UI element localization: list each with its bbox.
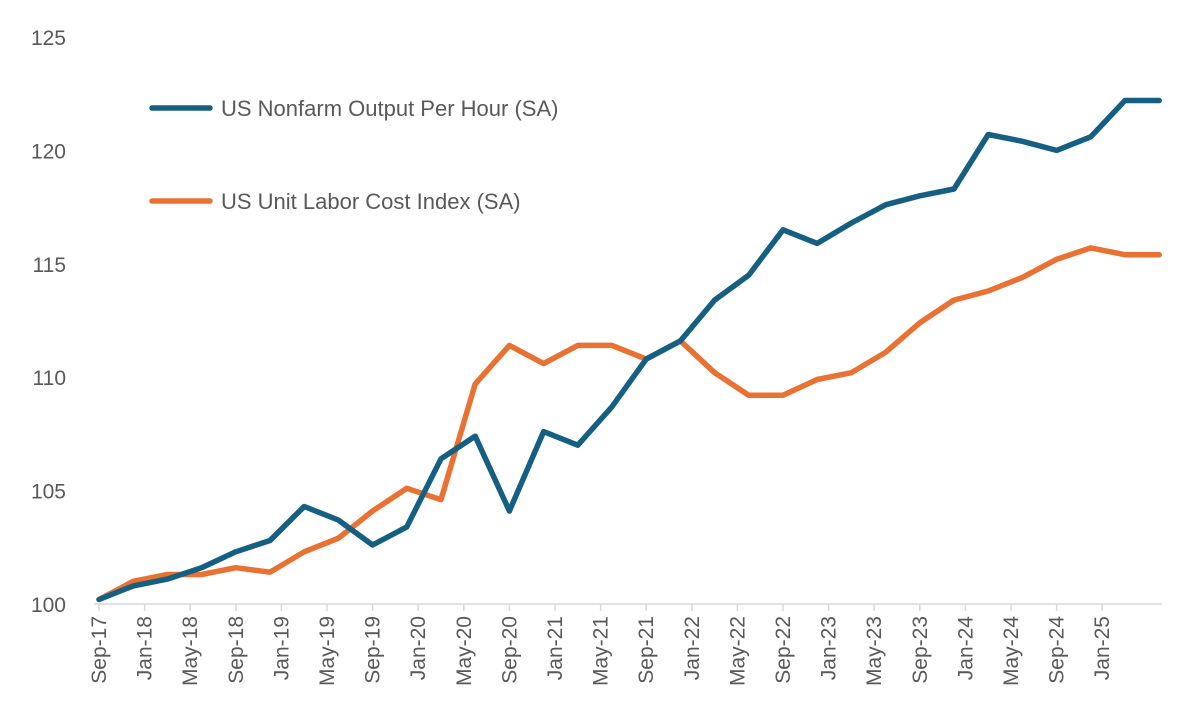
x-tick-label: Jan-25 (1091, 616, 1114, 680)
x-tick-label: Jan-23 (818, 616, 841, 680)
y-tick-label: 115 (33, 254, 66, 277)
y-tick-label: 125 (31, 27, 66, 50)
x-tick-label: Sep-21 (635, 616, 658, 684)
x-tick-label: May-18 (179, 616, 202, 686)
x-tick-label: Sep-24 (1046, 616, 1069, 684)
x-tick-label: Jan-22 (681, 616, 704, 680)
x-tick-label: Jan-21 (544, 616, 567, 680)
x-tick-label: May-24 (1000, 616, 1023, 686)
y-axis-tick-labels: 100 105 110 115 120 125 (31, 27, 66, 617)
x-tick-label: Jan-20 (407, 616, 430, 680)
x-tick-label: Sep-23 (909, 616, 932, 684)
y-tick-label: 110 (33, 367, 66, 390)
x-tick-label: May-23 (863, 616, 886, 686)
x-tick-label: Sep-20 (498, 616, 521, 684)
x-tick-label: Sep-22 (772, 616, 795, 684)
y-tick-label: 105 (31, 481, 66, 504)
x-tick-label: Jan-24 (954, 616, 977, 681)
x-tick-label: Jan-19 (270, 616, 293, 680)
x-tick-label: Sep-18 (225, 616, 248, 684)
legend: US Nonfarm Output Per Hour (SA) US Unit L… (149, 96, 558, 214)
x-axis (94, 603, 1162, 611)
y-tick-label: 100 (31, 594, 66, 617)
x-axis-tick-labels: Sep-17 Jan-18 May-18 Sep-18 Jan-19 May-19 Sep-… (88, 616, 1114, 686)
x-tick-label: Jan-18 (134, 616, 157, 680)
legend-label: US Unit Labor Cost Index (SA) (221, 189, 521, 214)
legend-label: US Nonfarm Output Per Hour (SA) (221, 96, 558, 121)
series-line-2 (96, 245, 1162, 603)
x-tick-label: May-22 (726, 616, 749, 686)
x-tick-label: May-20 (453, 616, 476, 686)
x-tick-label: May-19 (316, 616, 339, 686)
x-tick-label: Sep-17 (88, 616, 111, 684)
y-tick-label: 120 (31, 140, 66, 163)
x-tick-label: Sep-19 (362, 616, 385, 684)
series-lines (96, 97, 1162, 603)
x-tick-label: May-21 (590, 616, 613, 686)
series-line-1 (96, 97, 1162, 603)
